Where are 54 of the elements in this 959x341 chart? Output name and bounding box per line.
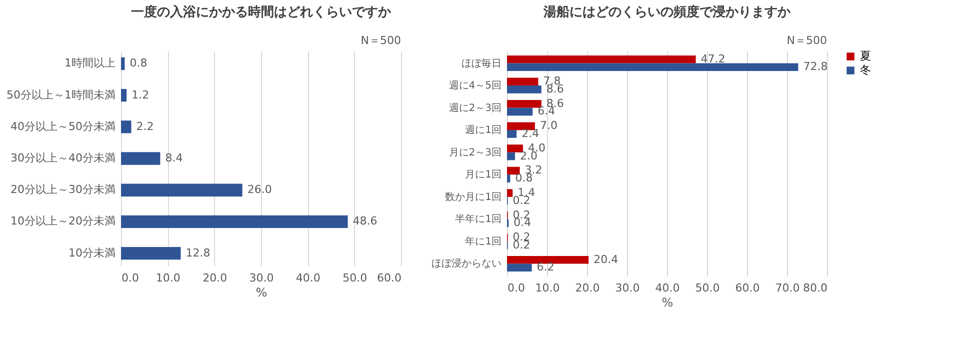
y-tick-label: 週に2～3回 [448, 102, 502, 114]
data-label: 8.4 [165, 152, 183, 164]
text: N＝500 [360, 34, 401, 47]
x-tick-label: 30.0 [249, 272, 274, 284]
y-tick-label: 30分以上～40分未満 [10, 152, 116, 164]
data-label: 48.6 [352, 214, 378, 228]
y-tick-label: 20分以上～30分未満 [10, 183, 116, 196]
data-label: 7.0 [540, 119, 558, 132]
x-tick-label: 50.0 [342, 272, 368, 284]
x-tick-label: 40.0 [296, 272, 320, 284]
y-tick-label: ほぼ毎日 [462, 57, 502, 70]
x-tick-label: 10.0 [535, 282, 560, 294]
x-tick-label: 80.0 [803, 282, 828, 294]
chart-title: 湯船にはどのくらいの頻度で浸かりますか [542, 4, 792, 20]
x-tick-label: 60.0 [377, 272, 402, 284]
data-label: 6.2 [536, 260, 554, 274]
x-tick-label: 60.0 [735, 282, 760, 294]
x-tick-label: 30.0 [615, 282, 640, 294]
x-tick-label: 20.0 [575, 282, 600, 294]
y-tick-label: ほぼ浸からない [432, 258, 502, 270]
data-label: 47.2 [700, 52, 726, 66]
data-label: 12.8 [186, 246, 210, 260]
y-tick-label: 数か月に1回 [445, 192, 502, 203]
data-label: 20.4 [594, 252, 618, 266]
y-tick-label: 10分未満 [68, 246, 116, 260]
legend-label: 夏 [860, 50, 871, 62]
y-tick-label: 週に1回 [465, 125, 502, 136]
x-tick-label: 0.0 [122, 272, 139, 284]
data-label: 26.0 [247, 183, 272, 196]
y-tick-label: 月に2～3回 [448, 147, 502, 158]
x-tick-label: 40.0 [655, 282, 680, 294]
data-label: 2.2 [136, 120, 154, 133]
x-axis-title: % [256, 286, 268, 300]
x-tick-label: 10.0 [156, 272, 180, 284]
data-label: 1.2 [132, 88, 150, 102]
text: N＝500 [786, 34, 827, 47]
x-axis-title: % [662, 296, 674, 310]
y-tick-label: 年に1回 [465, 235, 502, 248]
y-tick-label: 月に1回 [465, 170, 502, 181]
data-label: 0.8 [130, 56, 148, 70]
y-tick-label: 1時間以上 [64, 56, 116, 70]
x-tick-label: 50.0 [695, 282, 720, 294]
x-tick-label: 0.0 [508, 282, 525, 294]
y-tick-label: 40分以上～50分未満 [10, 120, 116, 133]
data-label: 2.4 [522, 126, 540, 140]
legend-label: 冬 [860, 64, 871, 76]
data-label: 72.8 [803, 60, 828, 74]
x-tick-label: 70.0 [775, 282, 800, 294]
x-tick-label: 20.0 [202, 272, 228, 284]
chart-title: 一度の入浴にかかる時間はどれくらいですか [131, 4, 392, 20]
y-tick-label: 半年に1回 [455, 213, 502, 226]
y-tick-label: 10分以上～20分未満 [10, 214, 116, 228]
y-tick-label: 50分以上～1時間未満 [6, 88, 116, 102]
y-tick-label: 週に4～5回 [448, 80, 502, 92]
